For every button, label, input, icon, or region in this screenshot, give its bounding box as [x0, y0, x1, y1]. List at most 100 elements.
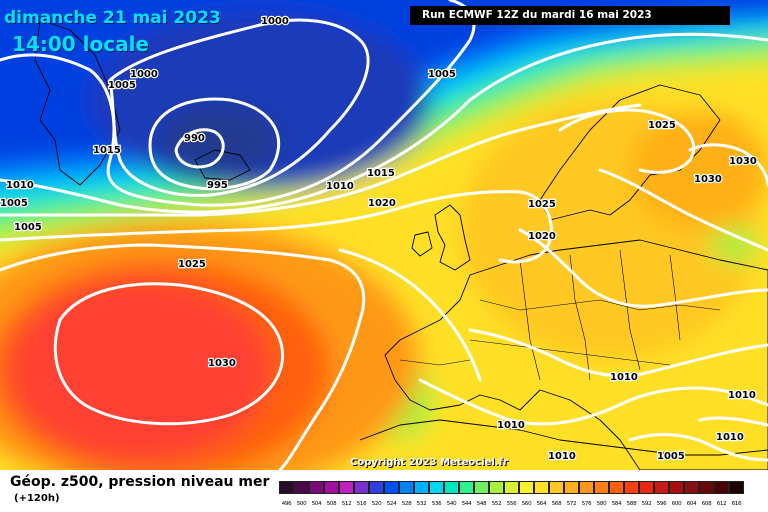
color-scale-swatch [429, 481, 444, 494]
isobar-1005b [628, 433, 768, 462]
pressure-label: 1010 [326, 181, 354, 192]
color-scale-swatch [369, 481, 384, 494]
isobar-990 [174, 128, 225, 169]
color-scale-swatch [339, 481, 354, 494]
isobar-1020a [0, 190, 553, 264]
isobar-1030a [53, 282, 285, 426]
pressure-label: 1015 [367, 168, 395, 179]
color-scale-swatch [384, 481, 399, 494]
pressure-label: 1005 [108, 80, 136, 91]
isobar-1000a [108, 18, 370, 197]
color-scale-swatch [414, 481, 429, 494]
color-scale-swatch [669, 481, 684, 494]
color-scale-swatch [594, 481, 609, 494]
color-scale-label: 564 [536, 501, 547, 507]
geopotential-field [0, 0, 768, 470]
color-scale-label: 568 [551, 501, 562, 507]
isobar-1025a [0, 243, 366, 470]
isobar-1010b [418, 378, 768, 426]
color-scale-label: 548 [476, 501, 487, 507]
color-scale-label: 524 [386, 501, 397, 507]
pressure-label: 1020 [528, 231, 556, 242]
color-scale-label: 600 [671, 501, 682, 507]
color-scale-swatch [519, 481, 534, 494]
color-scale-label: 536 [431, 501, 442, 507]
pressure-label: 1005 [0, 198, 28, 209]
isobar-1005a [0, 0, 476, 207]
color-scale-swatch [714, 481, 729, 494]
color-scale-label: 560 [521, 501, 532, 507]
color-scale-label: 496 [281, 501, 292, 507]
color-scale-swatch [459, 481, 474, 494]
color-scale-label: 516 [356, 501, 367, 507]
isobar-1020b [518, 228, 768, 308]
model-run-info: Run ECMWF 12Z du mardi 16 mai 2023 [410, 6, 730, 25]
pressure-label: 1000 [130, 69, 158, 80]
footer-legend-bar: Géop. z500, pression niveau mer (+120h) … [0, 470, 768, 512]
color-scale-swatch [654, 481, 669, 494]
color-scale-swatch [564, 481, 579, 494]
color-scale-label: 500 [296, 501, 307, 507]
color-scale-swatch [609, 481, 624, 494]
color-scale-label: 512 [341, 501, 352, 507]
pressure-label: 1010 [497, 420, 525, 431]
isobar-1010a [0, 32, 768, 214]
pressure-label: 1010 [548, 451, 576, 462]
color-scale-label: 588 [626, 501, 637, 507]
weather-map: 1000 1000 1005 1005 1015 990 995 1010 10… [0, 0, 768, 470]
color-scale-label: 616 [731, 501, 742, 507]
color-scale-swatch [624, 481, 639, 494]
color-scale-label: 508 [326, 501, 337, 507]
color-scale-swatch [504, 481, 519, 494]
color-scale-swatch [549, 481, 564, 494]
color-scale-swatch [699, 481, 714, 494]
pressure-label: 1010 [716, 432, 744, 443]
isobar-1015a [0, 103, 642, 217]
pressure-label: 1010 [728, 390, 756, 401]
color-scale-swatch [324, 481, 339, 494]
color-scale-label: 520 [371, 501, 382, 507]
color-scale-label: 572 [566, 501, 577, 507]
color-scale-label: 532 [416, 501, 427, 507]
color-scale-label: 540 [446, 501, 457, 507]
color-scale-swatch [444, 481, 459, 494]
pressure-label: 1015 [93, 145, 121, 156]
pressure-label: 1000 [261, 16, 289, 27]
color-scale-swatch [354, 481, 369, 494]
color-scale-swatch [534, 481, 549, 494]
pressure-label: 1025 [528, 199, 556, 210]
isobar-1025c [598, 168, 768, 252]
forecast-time: 14:00 locale [12, 32, 149, 56]
color-scale-label: 592 [641, 501, 652, 507]
color-scale-label: 604 [686, 501, 697, 507]
color-scale-label: 504 [311, 501, 322, 507]
pressure-label: 1030 [208, 358, 236, 369]
pressure-label: 1020 [368, 198, 396, 209]
pressure-label: 1025 [178, 259, 206, 270]
color-scale-label: 528 [401, 501, 412, 507]
color-scale-label: 612 [716, 501, 727, 507]
pressure-label: 1005 [14, 222, 42, 233]
isobar-1030b [688, 143, 768, 187]
isobar-1015b [468, 328, 768, 378]
pressure-label: 1010 [610, 372, 638, 383]
forecast-lead-time: (+120h) [14, 493, 60, 504]
country-borders [399, 249, 721, 381]
color-scale-label: 596 [656, 501, 667, 507]
color-scale-label: 608 [701, 501, 712, 507]
color-scale-label: 584 [611, 501, 622, 507]
color-scale [279, 481, 744, 494]
isobars [0, 0, 768, 470]
pressure-label: 1030 [729, 156, 757, 167]
pressure-label: 1005 [428, 69, 456, 80]
color-scale-labels: 496 500 504 508 512 516 520 524 528 532 536 540 544 5… [279, 501, 744, 507]
isobar-1010c [698, 416, 768, 427]
pressure-label: 995 [207, 180, 228, 191]
color-scale-label: 576 [581, 501, 592, 507]
color-scale-swatch [279, 481, 294, 494]
color-scale-swatch [489, 481, 504, 494]
pressure-label: 990 [184, 133, 205, 144]
color-scale-swatch [684, 481, 699, 494]
color-scale-swatch [729, 481, 744, 494]
